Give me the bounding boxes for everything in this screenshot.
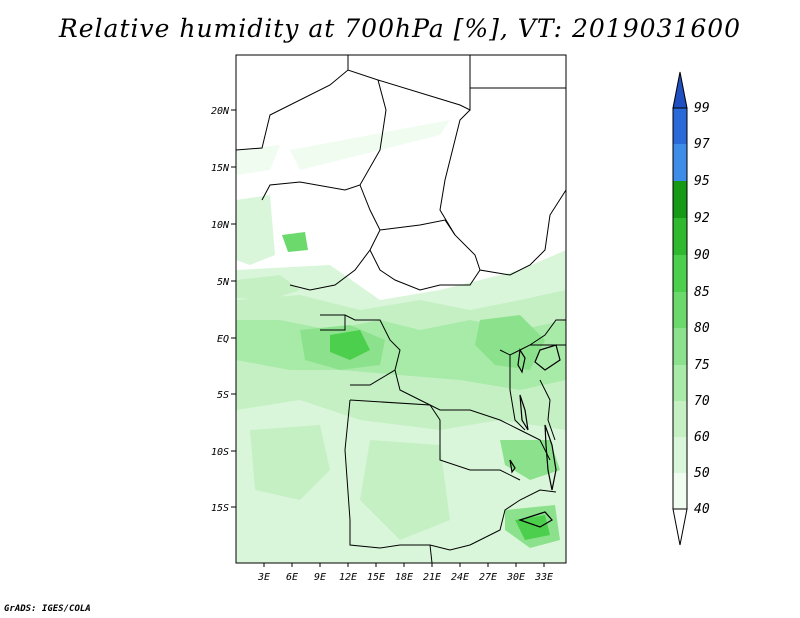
- colorbar-tick-label: 92: [694, 211, 710, 226]
- lakes: [509, 344, 561, 528]
- colorbar-tick-label: 70: [694, 394, 710, 409]
- colorbar-segment: [673, 108, 687, 144]
- lon-tick-label: 15E: [367, 572, 385, 583]
- colorbar-segment: [673, 292, 687, 328]
- colorbar-outline: [672, 107, 688, 510]
- lon-tick-label: 9E: [314, 572, 326, 583]
- colorbar-tick-label: 99: [694, 101, 710, 116]
- lat-tick-label: 10N: [211, 220, 230, 231]
- colorbar: 40 50 60 70 75 80 85 90 92 95 97 99: [672, 71, 710, 546]
- colorbar-tick-label: 80: [694, 321, 710, 336]
- lat-tick-label: 5S: [217, 390, 229, 401]
- lon-tick-label: 24E: [451, 572, 469, 583]
- colorbar-segment: [673, 218, 687, 255]
- colorbar-lower-triangle: [672, 508, 688, 546]
- colorbar-tick-label: 95: [694, 174, 710, 189]
- lat-tick-label: 15S: [211, 503, 229, 514]
- lat-tick-label: EQ: [217, 334, 229, 345]
- colorbar-segment: [673, 401, 687, 437]
- colorbar-segment: [673, 328, 687, 365]
- colorbar-tick-label: 90: [694, 248, 710, 263]
- humidity-field: [236, 120, 566, 563]
- colorbar-tick-label: 60: [694, 430, 710, 445]
- lon-tick-label: 12E: [339, 572, 357, 583]
- lat-tick-label: 20N: [211, 106, 230, 117]
- chart-title: Relative humidity at 700hPa [%], VT: 201…: [58, 14, 742, 43]
- colorbar-upper-triangle: [672, 71, 688, 109]
- colorbar-tick-label: 85: [694, 285, 710, 300]
- colorbar-tick-label: 75: [694, 358, 710, 373]
- lon-axis: 3E 6E 9E 12E 15E 18E 21E 24E 27E 30E 33E: [257, 563, 553, 583]
- lon-tick-label: 3E: [257, 572, 270, 583]
- lon-tick-label: 33E: [534, 572, 553, 583]
- lat-tick-label: 10S: [211, 447, 229, 458]
- colorbar-tick-label: 97: [694, 137, 710, 152]
- credit-text: GrADS: IGES/COLA: [4, 604, 91, 614]
- colorbar-tick-label: 40: [694, 502, 710, 517]
- colorbar-segment: [673, 437, 687, 473]
- colorbar-tick-label: 50: [694, 466, 710, 481]
- lat-tick-label: 15N: [211, 163, 230, 174]
- colorbar-segment: [673, 255, 687, 292]
- lon-tick-label: 6E: [286, 572, 298, 583]
- colorbar-segment: [673, 473, 687, 509]
- map-frame: [235, 54, 567, 564]
- lon-tick-label: 21E: [423, 572, 441, 583]
- colorbar-segment: [673, 144, 687, 181]
- colorbar-segment: [673, 181, 687, 218]
- lon-tick-label: 18E: [395, 572, 413, 583]
- lon-tick-label: 27E: [479, 572, 497, 583]
- lat-tick-label: 5N: [217, 277, 230, 288]
- colorbar-segment: [673, 365, 687, 401]
- lat-axis: 20N 15N 10N 5N EQ 5S 10S 15S: [211, 106, 236, 514]
- lon-tick-label: 30E: [506, 572, 525, 583]
- country-borders: [235, 55, 567, 564]
